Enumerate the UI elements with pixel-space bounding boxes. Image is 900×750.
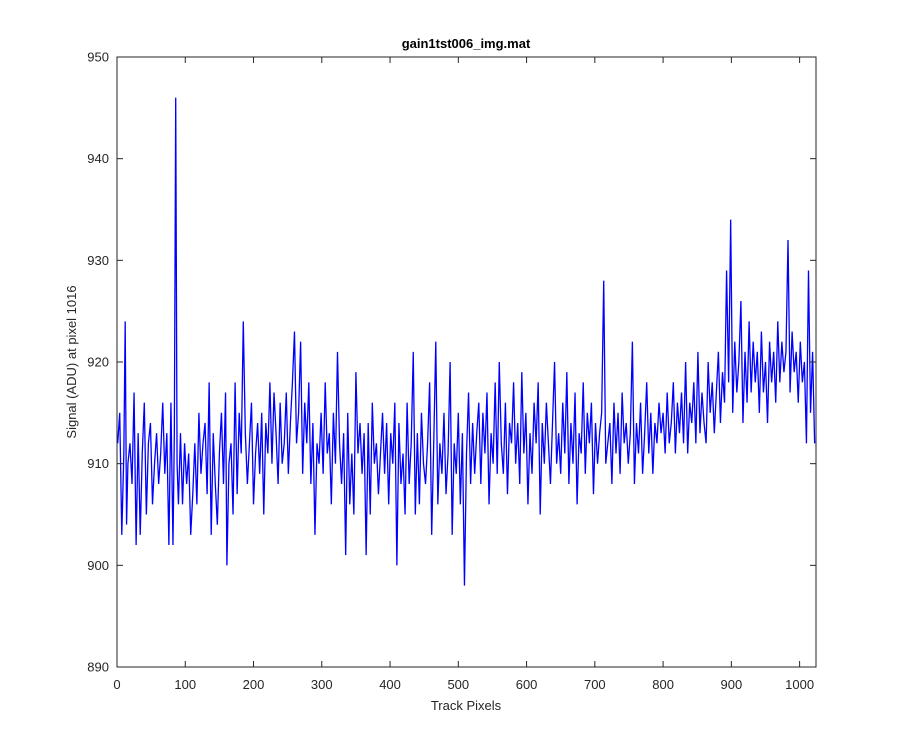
plot-area xyxy=(117,97,816,586)
axis-ticks: 0 100 200 300 400 500 600 700 800 900 1000 890 900 91… xyxy=(87,50,816,692)
y-tick-label: 910 xyxy=(87,456,109,471)
x-tick-label: 200 xyxy=(243,677,265,692)
x-tick-label: 900 xyxy=(721,677,743,692)
x-tick-label: 1000 xyxy=(785,677,814,692)
x-axis-label: Track Pixels xyxy=(431,698,502,713)
y-axis-label: Signal (ADU) at pixel 1016 xyxy=(64,285,79,438)
series-line xyxy=(117,97,816,586)
x-tick-label: 100 xyxy=(174,677,196,692)
x-tick-label: 0 xyxy=(113,677,120,692)
y-tick-label: 940 xyxy=(87,151,109,166)
x-tick-label: 500 xyxy=(447,677,469,692)
chart-title: gain1tst006_img.mat xyxy=(402,36,531,51)
y-tick-label: 920 xyxy=(87,355,109,370)
y-tick-label: 890 xyxy=(87,660,109,675)
axes-box xyxy=(116,56,817,668)
x-tick-label: 300 xyxy=(311,677,333,692)
x-tick-label: 700 xyxy=(584,677,606,692)
y-tick-label: 900 xyxy=(87,558,109,573)
y-tick-label: 950 xyxy=(87,50,109,65)
x-tick-label: 600 xyxy=(516,677,538,692)
x-tick-label: 800 xyxy=(652,677,674,692)
y-tick-label: 930 xyxy=(87,253,109,268)
x-tick-label: 400 xyxy=(379,677,401,692)
